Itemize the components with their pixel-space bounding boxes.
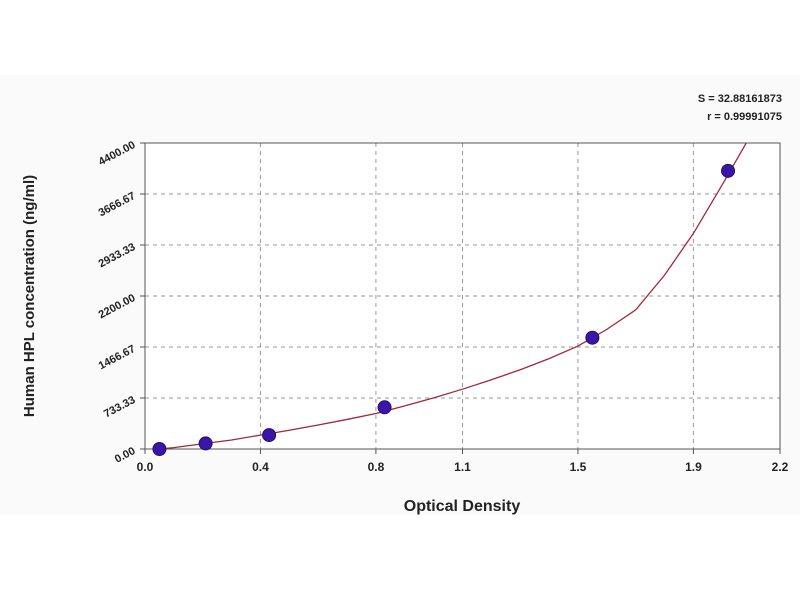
annotation-r-value: r = 0.99991075 <box>707 111 782 123</box>
y-axis-label: Human HPL concentration (ng/ml) <box>21 175 38 417</box>
fit-curve <box>154 143 747 449</box>
x-tick-label: 2.2 <box>772 460 789 474</box>
data-point <box>198 436 213 451</box>
annotation-s-value: S = 32.88161873 <box>698 93 782 105</box>
plot-frame <box>144 142 781 450</box>
data-point <box>377 400 392 415</box>
x-tick-label: 1.9 <box>685 460 702 474</box>
x-tick-labels: 0.0 0.4 0.8 1.1 1.5 1.9 2.2 <box>137 460 789 474</box>
data-point <box>262 428 277 443</box>
x-tick-label: 0.4 <box>252 460 269 474</box>
fit-curve-layer <box>154 143 747 449</box>
axes <box>140 142 781 454</box>
x-tick-label: 0.0 <box>137 460 154 474</box>
data-points <box>152 163 736 456</box>
x-tick-label: 1.5 <box>570 460 587 474</box>
data-point <box>721 163 736 178</box>
x-axis-label: Optical Density <box>404 498 521 515</box>
data-point <box>585 330 600 345</box>
x-tick-label: 1.1 <box>454 460 471 474</box>
x-tick-label: 0.8 <box>368 460 385 474</box>
grid-lines <box>145 143 780 449</box>
data-point <box>152 442 167 456</box>
